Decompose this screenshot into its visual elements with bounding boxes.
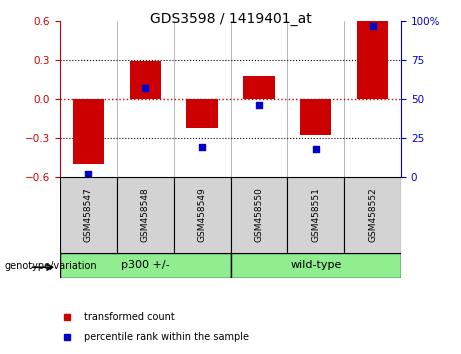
Bar — [243, 76, 275, 99]
Text: GSM458552: GSM458552 — [368, 188, 377, 242]
Point — [255, 103, 263, 108]
Bar — [130, 62, 161, 99]
Bar — [117, 177, 174, 253]
Text: GSM458550: GSM458550 — [254, 188, 263, 242]
Text: transformed count: transformed count — [84, 312, 175, 322]
Bar — [230, 253, 401, 278]
Bar — [60, 177, 117, 253]
Text: GSM458548: GSM458548 — [141, 188, 150, 242]
Bar — [357, 21, 388, 99]
Bar — [287, 177, 344, 253]
Bar — [300, 99, 331, 136]
Bar — [344, 177, 401, 253]
Bar — [73, 99, 104, 164]
Point — [312, 146, 319, 152]
Point — [198, 144, 206, 150]
Text: GSM458551: GSM458551 — [311, 188, 320, 242]
Text: percentile rank within the sample: percentile rank within the sample — [84, 332, 249, 342]
Text: GDS3598 / 1419401_at: GDS3598 / 1419401_at — [150, 12, 311, 27]
Bar — [60, 253, 230, 278]
Bar — [186, 99, 218, 128]
Text: p300 +/-: p300 +/- — [121, 261, 170, 270]
Text: wild-type: wild-type — [290, 261, 342, 270]
Point — [142, 85, 149, 91]
Text: GSM458547: GSM458547 — [84, 188, 93, 242]
Point — [85, 171, 92, 177]
Bar — [174, 177, 230, 253]
Text: GSM458549: GSM458549 — [198, 188, 207, 242]
Point — [369, 23, 376, 29]
Bar — [230, 177, 287, 253]
Text: genotype/variation: genotype/variation — [5, 261, 97, 271]
